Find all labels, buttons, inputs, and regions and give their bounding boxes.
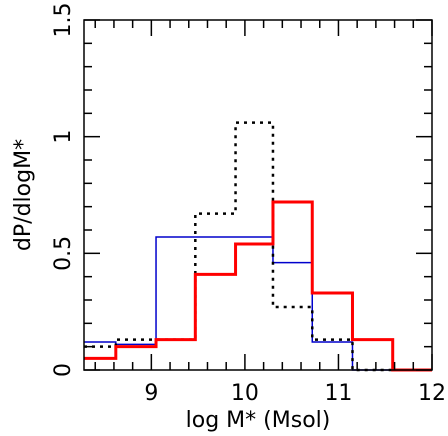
plot-frame <box>83 19 433 371</box>
series-layer <box>84 121 432 372</box>
x-tick-label: 12 <box>418 381 446 406</box>
y-tick-label: 0 <box>51 363 76 377</box>
y-tick-label: 1 <box>51 130 76 144</box>
y-axis-label: dP/dlogM* <box>11 139 36 251</box>
y-tick-label: 1.5 <box>51 3 76 38</box>
x-tick-label: 9 <box>144 381 158 406</box>
histogram-series-dotted <box>84 121 432 372</box>
tick-labels-layer: 9 10 11 12 0 0.5 1 1.5 <box>51 3 446 407</box>
histogram-series-solid-thick <box>84 200 432 372</box>
x-tick-label: 10 <box>231 381 259 406</box>
x-axis-label: log M* (Msol) <box>186 408 331 433</box>
y-tick-label: 0.5 <box>51 236 76 271</box>
x-tick-label: 11 <box>324 381 352 406</box>
